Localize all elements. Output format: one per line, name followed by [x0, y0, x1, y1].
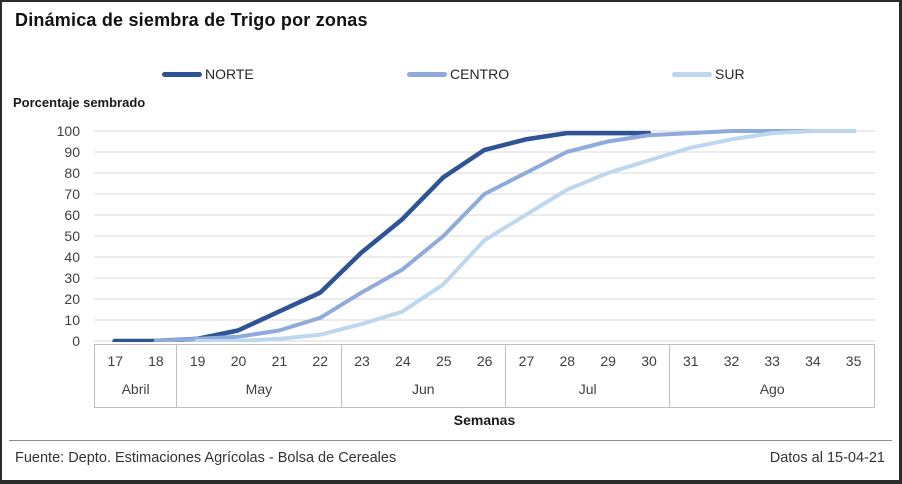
week-tick-label: 22 [312, 352, 328, 369]
month-label: Abril [121, 381, 150, 397]
month-group-may: 19 20 21 22 May [176, 345, 340, 407]
y-tick-label: 10 [64, 312, 80, 328]
week-tick-label: 31 [682, 352, 699, 369]
month-group-abril: 17 18 Abril [94, 345, 176, 407]
series-line-norte [112, 130, 652, 342]
legend-label: NORTE [205, 66, 254, 82]
month-label: Jun [412, 381, 435, 397]
week-tick-label: 17 [107, 352, 124, 369]
y-axis-ticks: 0 10 20 30 40 50 60 70 80 90 100 [2, 123, 80, 349]
y-tick-label: 60 [64, 207, 80, 223]
y-tick-label: 0 [72, 333, 80, 349]
month-label: Jul [578, 381, 597, 397]
week-tick-label: 35 [845, 352, 862, 369]
y-axis-title: Porcentaje sembrado [13, 95, 146, 110]
centro-line-swatch-icon [407, 71, 447, 77]
week-tick-label: 32 [723, 352, 740, 369]
y-tick-label: 90 [64, 144, 80, 160]
month-group-jun: 23 24 25 26 Jun [340, 345, 505, 407]
plot-area [94, 129, 875, 342]
week-tick-label: 18 [148, 352, 164, 369]
series-line-centro [153, 129, 857, 342]
footer-divider [9, 440, 892, 441]
week-tick-label: 26 [476, 352, 493, 369]
sur-line-swatch-icon [672, 71, 712, 77]
week-tick-label: 33 [764, 352, 780, 369]
y-tick-label: 80 [64, 165, 80, 181]
y-tick-label: 30 [64, 270, 80, 286]
week-tick-label: 34 [805, 352, 821, 369]
legend-item-norte: NORTE [162, 66, 254, 82]
month-label: May [245, 381, 273, 397]
week-tick-label: 28 [559, 352, 576, 369]
week-tick-label: 29 [600, 352, 616, 369]
week-tick-label: 20 [230, 352, 247, 369]
legend-item-centro: CENTRO [407, 66, 509, 82]
weeks-row: 19 20 21 22 [177, 345, 340, 376]
month-label: Ago [759, 381, 785, 397]
month-group-ago: 31 32 33 34 35 Ago [669, 345, 875, 407]
y-tick-label: 40 [64, 249, 80, 265]
week-tick-label: 30 [641, 352, 657, 369]
x-axis-title: Semanas [453, 412, 516, 428]
date-note: Datos al 15-04-21 [769, 450, 885, 466]
x-axis-table: 17 18 Abril 19 20 21 22 May 23 24 25 26 Jun 27 28 29 30 J… [94, 344, 875, 408]
weeks-row: 23 24 25 26 [342, 345, 505, 376]
legend-item-sur: SUR [672, 66, 745, 82]
series-line-sur [194, 129, 857, 342]
y-tick-label: 20 [64, 291, 80, 307]
chart-title: Dinámica de siembra de Trigo por zonas [15, 10, 368, 30]
weeks-row: 27 28 29 30 [506, 345, 669, 376]
month-group-jul: 27 28 29 30 Jul [505, 345, 669, 407]
y-tick-label: 70 [64, 186, 80, 202]
legend-label: CENTRO [450, 66, 510, 82]
week-tick-label: 19 [189, 352, 206, 369]
y-tick-label: 100 [56, 123, 80, 139]
y-tick-label: 50 [64, 228, 80, 244]
weeks-row: 17 18 [95, 345, 176, 376]
week-tick-label: 25 [435, 352, 452, 369]
week-tick-label: 24 [395, 352, 411, 369]
legend-label: SUR [715, 66, 745, 82]
legend: NORTE CENTRO SUR [2, 66, 899, 86]
source-note: Fuente: Depto. Estimaciones Agrícolas - … [15, 450, 397, 466]
norte-line-swatch-icon [162, 71, 202, 77]
week-tick-label: 27 [518, 352, 535, 369]
weeks-row: 31 32 33 34 35 [670, 345, 874, 376]
week-tick-label: 23 [354, 352, 370, 369]
week-tick-label: 21 [271, 352, 288, 369]
